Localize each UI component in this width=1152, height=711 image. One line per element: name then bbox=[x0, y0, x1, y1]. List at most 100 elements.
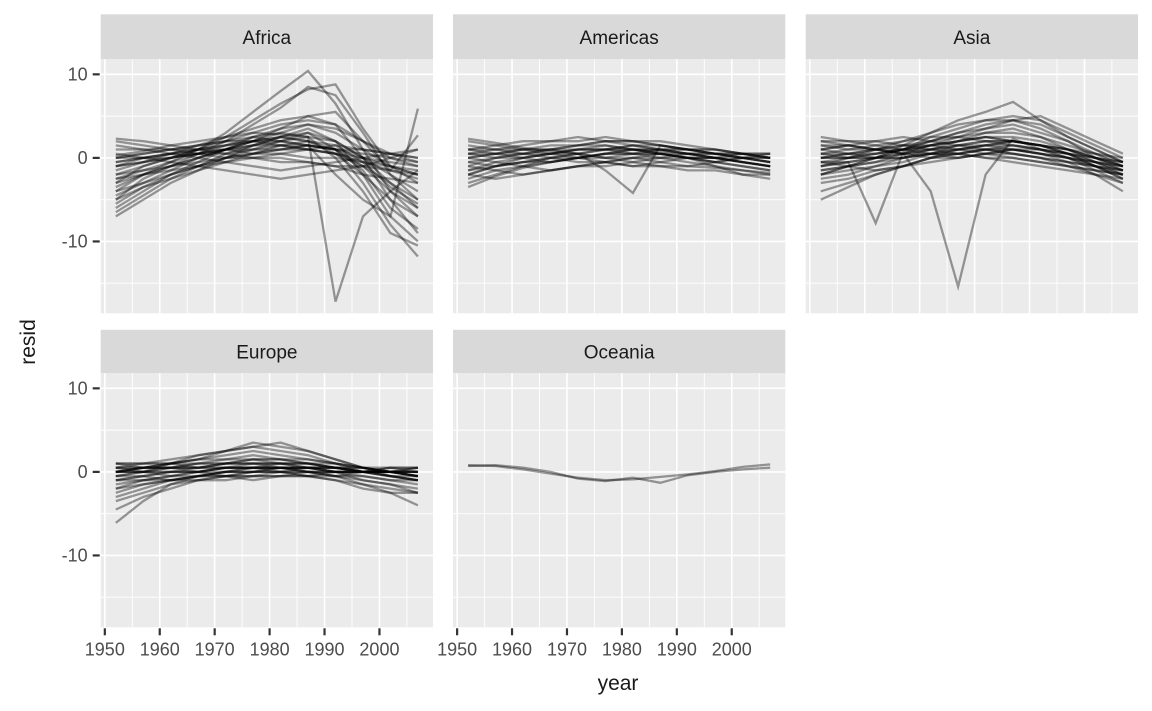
series-line bbox=[115, 462, 418, 474]
series-line bbox=[820, 140, 1124, 193]
series-line bbox=[467, 152, 771, 176]
series-line bbox=[115, 123, 419, 185]
series-line bbox=[820, 135, 1124, 168]
facet-title: Oceania bbox=[584, 343, 655, 364]
y-axis-title: resid bbox=[17, 319, 40, 365]
series-line bbox=[115, 466, 419, 511]
series-line bbox=[115, 127, 419, 243]
series-line bbox=[467, 135, 771, 160]
series-line bbox=[467, 144, 771, 172]
series-line bbox=[820, 144, 1124, 172]
series-line bbox=[115, 144, 419, 164]
x-tick-label: 1980 bbox=[250, 639, 290, 659]
series-line bbox=[115, 462, 419, 507]
series-line bbox=[115, 114, 419, 234]
series-line bbox=[115, 466, 419, 494]
x-tick-label: 1960 bbox=[492, 639, 532, 659]
series-line bbox=[115, 470, 418, 482]
series-line bbox=[468, 463, 771, 482]
series-line bbox=[115, 131, 419, 247]
series-line bbox=[467, 148, 771, 164]
series-group bbox=[820, 100, 1124, 292]
series-line bbox=[115, 85, 419, 201]
series-line bbox=[115, 466, 419, 478]
series-line bbox=[467, 148, 771, 168]
series-line bbox=[115, 140, 419, 176]
series-line bbox=[115, 462, 418, 490]
series-line bbox=[115, 449, 419, 478]
x-tick-label: 1990 bbox=[304, 639, 344, 659]
series-line bbox=[820, 140, 1124, 172]
y-tick-label: -10 bbox=[62, 546, 88, 566]
series-line bbox=[467, 137, 771, 175]
x-tick-label: 1970 bbox=[547, 639, 587, 659]
series-line bbox=[115, 140, 419, 205]
facet-strip bbox=[805, 14, 1138, 60]
series-line bbox=[820, 144, 1124, 185]
series-line bbox=[115, 441, 419, 482]
series-line bbox=[115, 144, 419, 180]
series-line bbox=[820, 114, 1124, 155]
series-line bbox=[115, 144, 419, 164]
facet-americas: Americas bbox=[453, 14, 786, 314]
series-group bbox=[115, 69, 420, 302]
series-line bbox=[467, 148, 771, 168]
series-line bbox=[820, 144, 1124, 168]
facet-africa: Africa 10 0 -10 bbox=[62, 14, 433, 314]
series-line bbox=[115, 466, 418, 494]
series-line bbox=[115, 110, 419, 173]
facet-asia: Asia bbox=[805, 14, 1138, 314]
series-line bbox=[115, 144, 419, 180]
facet-oceania: Oceania 1950 1960 1970 1980 1990 2000 bbox=[437, 329, 786, 659]
series-line bbox=[467, 140, 771, 155]
series-line bbox=[467, 156, 771, 180]
x-axis-title: year bbox=[597, 672, 639, 695]
x-tick-label: 1970 bbox=[195, 639, 235, 659]
series-line bbox=[115, 462, 418, 482]
series-line bbox=[115, 144, 419, 230]
series-line bbox=[820, 148, 1124, 172]
series-line bbox=[115, 441, 419, 478]
series-line bbox=[467, 144, 771, 160]
series-line bbox=[820, 135, 1124, 172]
series-line bbox=[467, 152, 771, 172]
series-line bbox=[115, 140, 419, 176]
series-line bbox=[115, 466, 419, 524]
series-line bbox=[115, 108, 420, 219]
series-line bbox=[467, 148, 771, 189]
facet-title: Americas bbox=[580, 28, 659, 49]
series-line bbox=[115, 466, 418, 499]
series-line bbox=[820, 140, 1124, 168]
series-line bbox=[820, 140, 1124, 164]
series-line bbox=[115, 466, 418, 482]
series-line bbox=[820, 100, 1124, 176]
facet-title: Europe bbox=[236, 343, 297, 364]
series-line bbox=[115, 458, 418, 478]
series-line bbox=[115, 135, 419, 201]
series-line bbox=[115, 135, 419, 193]
series-line bbox=[467, 144, 771, 168]
series-line bbox=[115, 131, 419, 302]
series-line bbox=[820, 119, 1124, 172]
series-line bbox=[115, 83, 419, 184]
series-line bbox=[820, 135, 1124, 172]
series-line bbox=[115, 462, 419, 494]
panel-background bbox=[100, 373, 433, 628]
series-line bbox=[467, 148, 771, 164]
panel-background bbox=[100, 59, 433, 314]
series-line bbox=[115, 148, 419, 172]
series-line bbox=[820, 119, 1124, 176]
series-line bbox=[115, 131, 419, 258]
series-line bbox=[820, 127, 1124, 176]
series-line bbox=[467, 152, 771, 172]
series-line bbox=[115, 69, 419, 218]
series-line bbox=[820, 148, 1124, 185]
facet-title: Asia bbox=[953, 28, 990, 49]
series-line bbox=[820, 148, 1124, 201]
series-line bbox=[115, 458, 419, 474]
series-line bbox=[115, 454, 418, 474]
series-line bbox=[467, 144, 771, 195]
x-tick-label: 2000 bbox=[712, 639, 752, 659]
